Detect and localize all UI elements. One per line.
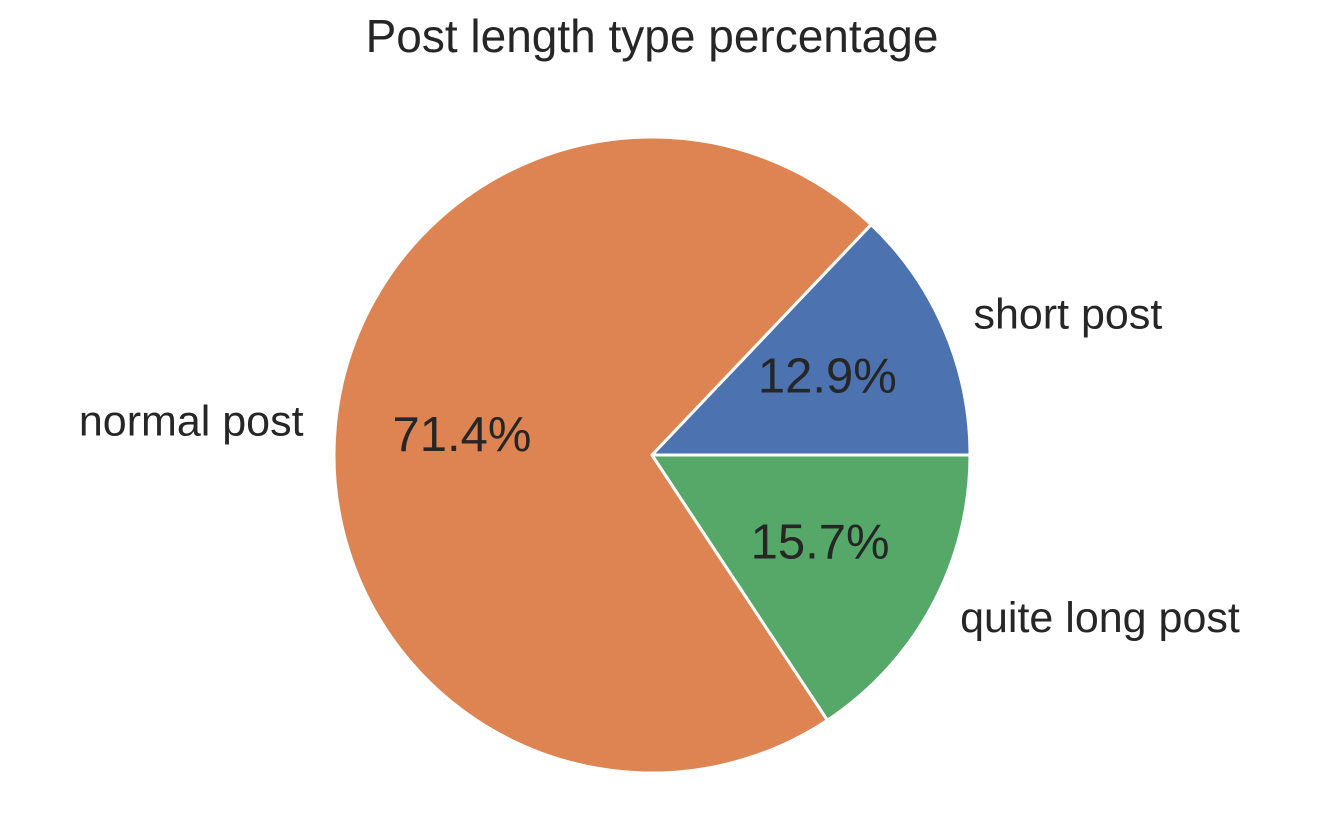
pie-slice-quite-long-post [650,453,972,722]
slice-percent-label: 15.7% [751,515,890,569]
slice-category-label: quite long post [960,594,1240,642]
pie-slice-normal-post [332,135,873,775]
pie-slice-short-post [650,223,972,457]
pie-labels: short post 12.9% normal post 71.4% quite lon… [79,290,1240,642]
chart-title: Post length type percentage [366,10,939,62]
slice-percent-label: 71.4% [392,408,531,462]
slice-category-label: normal post [79,398,304,446]
slice-percent-label: 12.9% [758,350,897,404]
slice-category-label: short post [973,290,1162,338]
pie-wedges [332,135,972,775]
